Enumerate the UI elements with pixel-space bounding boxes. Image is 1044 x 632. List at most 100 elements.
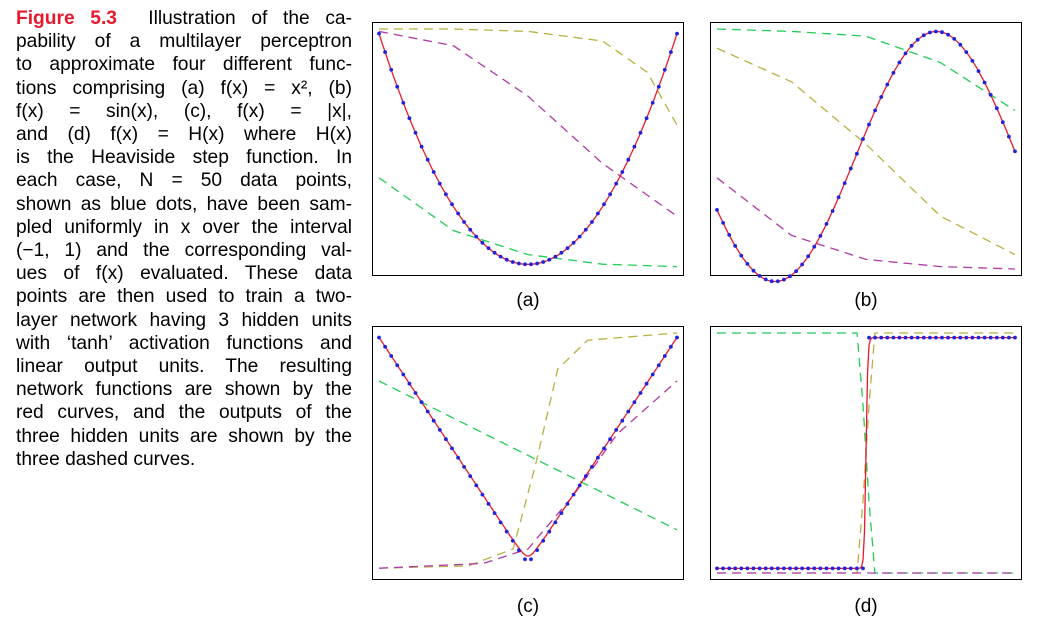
data-point: [788, 274, 792, 279]
data-point: [492, 511, 497, 515]
data-point: [553, 254, 558, 259]
data-point: [873, 108, 877, 113]
caption-line: ues of f(x) evaluated. These data: [16, 263, 352, 285]
plot-frame: [372, 326, 684, 580]
data-point: [583, 227, 588, 232]
data-point: [934, 335, 938, 340]
data-point: [602, 446, 606, 451]
data-point: [614, 428, 619, 432]
caption-line: points are then used to train a two-: [16, 286, 352, 308]
data-point: [529, 557, 533, 562]
plot-b: [710, 22, 1022, 284]
data-point: [940, 335, 944, 340]
data-point: [782, 277, 786, 282]
plot-d: [710, 326, 1022, 580]
data-point: [994, 106, 999, 111]
data-point: [909, 335, 914, 340]
data-point: [480, 492, 485, 497]
data-point: [976, 335, 981, 340]
data-point: [559, 511, 564, 515]
data-point: [498, 520, 503, 525]
caption-line: layer network having 3 hidden units: [16, 309, 352, 331]
data-point: [757, 566, 762, 571]
data-point: [788, 566, 792, 571]
data-point: [769, 566, 774, 571]
network-function-curve: [378, 33, 678, 266]
data-point: [450, 446, 454, 451]
data-point: [608, 437, 612, 442]
data-point: [976, 69, 981, 73]
caption-line: linear output units. The resulting: [16, 356, 352, 378]
data-point: [794, 269, 798, 274]
data-point: [946, 32, 950, 37]
data-point: [988, 93, 993, 97]
data-point: [413, 391, 418, 395]
data-point: [836, 566, 841, 571]
data-point: [994, 335, 999, 340]
panel-a-label: (a): [516, 290, 540, 311]
data-point: [517, 548, 521, 552]
data-point: [401, 372, 406, 377]
data-point: [775, 279, 780, 284]
data-point: [401, 100, 406, 105]
data-point: [952, 37, 957, 41]
data-point: [407, 116, 412, 121]
data-point: [1013, 149, 1017, 154]
network-function-curve: [717, 336, 1015, 570]
panel-b: [710, 22, 1022, 284]
plot-frame: [372, 22, 684, 276]
data-point: [395, 84, 400, 89]
data-point: [474, 483, 479, 488]
data-point: [855, 566, 859, 571]
plot-c: [372, 326, 684, 580]
data-point: [763, 566, 768, 571]
data-point: [921, 335, 926, 340]
data-point: [909, 43, 914, 48]
data-point: [541, 538, 546, 543]
data-point: [1007, 134, 1011, 139]
data-point: [510, 260, 515, 264]
plot-frame: [710, 22, 1022, 276]
data-point: [419, 144, 424, 149]
caption-line: shown as blue dots, have been sam-: [16, 193, 352, 215]
data-point: [818, 234, 823, 238]
caption-line: f(x) = sin(x), (c), f(x) = |x|,: [16, 100, 352, 122]
plot-a: [372, 22, 684, 276]
caption-line: each case, N = 50 data points,: [16, 170, 352, 192]
data-point: [721, 566, 725, 571]
data-point: [1013, 335, 1017, 340]
data-point: [897, 335, 902, 340]
data-point: [775, 566, 780, 571]
caption-line: three hidden units are shown by the: [16, 425, 352, 447]
data-point: [867, 122, 871, 127]
data-point: [812, 566, 817, 571]
data-point: [1007, 335, 1011, 340]
data-point: [474, 234, 479, 239]
data-point: [1000, 120, 1005, 125]
data-point: [614, 181, 619, 186]
data-point: [644, 116, 649, 121]
hidden-unit-curve: [716, 47, 1016, 256]
data-point: [590, 220, 594, 224]
data-point: [800, 262, 804, 267]
data-point: [958, 335, 963, 340]
caption-line: is the Heaviside step function. In: [16, 147, 352, 169]
data-point: [498, 254, 503, 259]
data-point: [596, 455, 600, 460]
data-point: [757, 274, 762, 278]
data-point: [739, 566, 744, 571]
data-point: [988, 335, 993, 340]
data-point: [745, 262, 750, 266]
data-point: [456, 211, 460, 216]
data-point: [970, 59, 975, 63]
data-point: [492, 250, 497, 255]
data-point: [425, 409, 430, 414]
data-point: [958, 42, 963, 47]
data-point: [928, 335, 932, 340]
caption-line: tions comprising (a) f(x) = x², (b): [16, 77, 352, 99]
data-point: [523, 262, 527, 267]
data-point: [510, 538, 515, 543]
data-point: [389, 354, 394, 358]
data-point: [903, 51, 908, 56]
data-point: [535, 261, 539, 266]
